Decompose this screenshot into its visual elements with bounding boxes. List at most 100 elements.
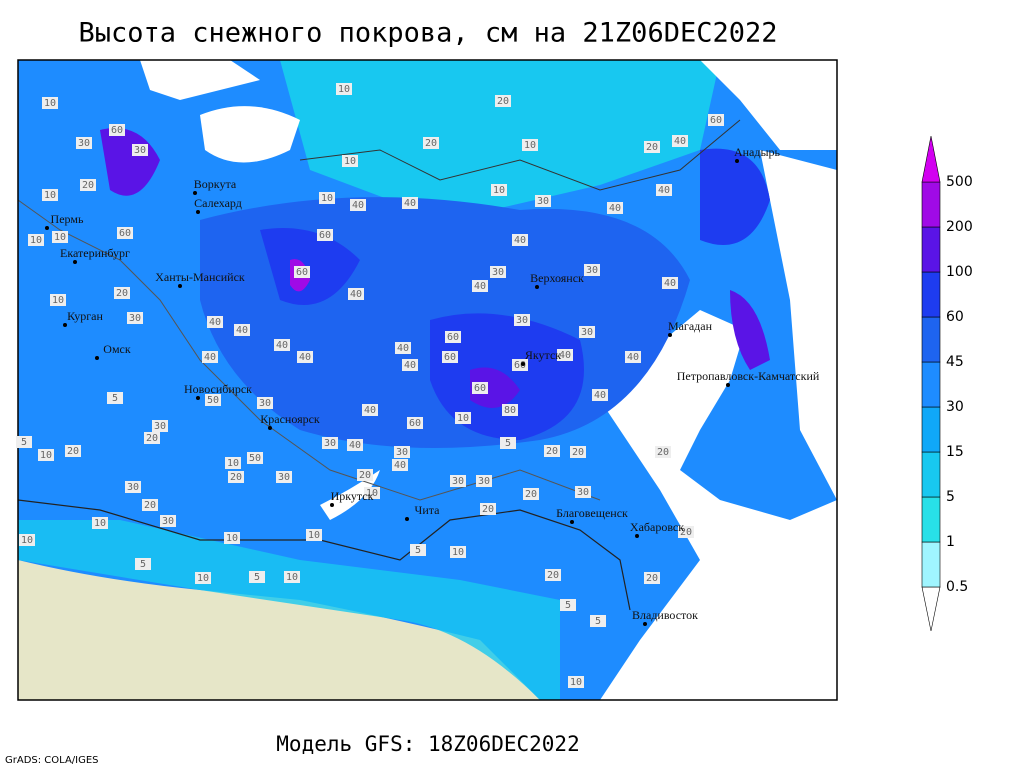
contour-label-box bbox=[142, 499, 158, 511]
contour-label-box bbox=[570, 446, 586, 458]
contour-label-box bbox=[579, 326, 595, 338]
contour-label: 40 bbox=[299, 352, 311, 363]
contour-label-box bbox=[476, 475, 492, 487]
contour-label: 30 bbox=[162, 516, 174, 527]
city-marker bbox=[95, 356, 99, 360]
contour-label: 40 bbox=[609, 203, 621, 214]
legend-label: 500 bbox=[946, 174, 973, 190]
city-label: Иркутск bbox=[331, 489, 374, 503]
contour-label-box bbox=[450, 475, 466, 487]
contour-label: 30 bbox=[537, 196, 549, 207]
city-marker bbox=[535, 285, 539, 289]
contour-label: 50 bbox=[207, 395, 219, 406]
contour-label-box bbox=[205, 394, 221, 406]
contour-label-box bbox=[495, 95, 511, 107]
contour-label-box bbox=[107, 392, 123, 404]
contour-label-box bbox=[28, 234, 44, 246]
contour-label-box bbox=[16, 436, 32, 448]
contour-label: 60 bbox=[409, 418, 421, 429]
contour-label-box bbox=[523, 488, 539, 500]
city-marker bbox=[635, 534, 639, 538]
legend-label: 100 bbox=[946, 264, 973, 280]
contour-label-box bbox=[80, 179, 96, 191]
contour-label: 10 bbox=[227, 458, 239, 469]
contour-label: 5 bbox=[254, 572, 260, 583]
legend-label: 0.5 bbox=[946, 579, 968, 595]
city-label: Курган bbox=[67, 309, 103, 323]
contour-label-box bbox=[125, 481, 141, 493]
contour-label-box bbox=[644, 572, 660, 584]
contour-label: 60 bbox=[474, 383, 486, 394]
contour-label: 20 bbox=[425, 138, 437, 149]
contour-label: 20 bbox=[646, 142, 658, 153]
contour-label-box bbox=[144, 432, 160, 444]
contour-label: 10 bbox=[30, 235, 42, 246]
contour-label: 40 bbox=[627, 352, 639, 363]
contour-label-box bbox=[348, 288, 364, 300]
contour-label: 10 bbox=[452, 547, 464, 558]
contour-label-box bbox=[202, 351, 218, 363]
contour-label-box bbox=[522, 139, 538, 151]
city-marker bbox=[268, 426, 272, 430]
city-marker bbox=[196, 396, 200, 400]
contour-label: 20 bbox=[230, 472, 242, 483]
contour-label-box bbox=[500, 437, 516, 449]
contour-label: 30 bbox=[452, 476, 464, 487]
contour-label-box bbox=[395, 342, 411, 354]
contour-label-box bbox=[575, 486, 591, 498]
legend-swatch bbox=[921, 135, 941, 183]
contour-label-box bbox=[512, 234, 528, 246]
contour-label: 20 bbox=[482, 504, 494, 515]
legend-label: 1 bbox=[946, 534, 955, 550]
contour-label: 40 bbox=[404, 198, 416, 209]
contour-label-box bbox=[590, 615, 606, 627]
contour-label: 40 bbox=[350, 289, 362, 300]
legend-label: 60 bbox=[946, 309, 964, 325]
contour-label: 30 bbox=[492, 267, 504, 278]
contour-label: 30 bbox=[154, 421, 166, 432]
city-label: Красноярск bbox=[260, 412, 320, 426]
contour-label: 30 bbox=[516, 315, 528, 326]
contour-label: 30 bbox=[129, 313, 141, 324]
contour-label: 5 bbox=[565, 600, 571, 611]
contour-label: 40 bbox=[349, 440, 361, 451]
contour-label: 20 bbox=[525, 489, 537, 500]
legend-label: 5 bbox=[946, 489, 955, 505]
contour-label-box bbox=[127, 312, 143, 324]
contour-label-box bbox=[160, 515, 176, 527]
contour-label: 5 bbox=[415, 545, 421, 556]
contour-label-box bbox=[472, 280, 488, 292]
contour-label: 20 bbox=[497, 96, 509, 107]
contour-label-box bbox=[132, 144, 148, 156]
contour-label: 20 bbox=[547, 570, 559, 581]
city-label: Якутск bbox=[525, 348, 561, 362]
city-label: Ханты-Мансийск bbox=[155, 270, 245, 284]
contour-label-box bbox=[445, 331, 461, 343]
city-marker bbox=[668, 333, 672, 337]
contour-label-box bbox=[297, 351, 313, 363]
contour-label-box bbox=[708, 114, 724, 126]
contour-label-box bbox=[402, 197, 418, 209]
contour-label-box bbox=[38, 449, 54, 461]
contour-label: 60 bbox=[296, 267, 308, 278]
contour-label-box bbox=[490, 266, 506, 278]
contour-label: 30 bbox=[127, 482, 139, 493]
contour-label: 10 bbox=[54, 232, 66, 243]
contour-label: 10 bbox=[457, 413, 469, 424]
legend-swatch bbox=[921, 406, 941, 453]
contour-label-box bbox=[568, 676, 584, 688]
contour-label-box bbox=[455, 412, 471, 424]
city-marker bbox=[196, 210, 200, 214]
city-marker bbox=[570, 520, 574, 524]
contour-label: 20 bbox=[359, 470, 371, 481]
city-label: Магадан bbox=[668, 319, 713, 333]
contour-label-box bbox=[678, 526, 694, 538]
contour-label-box bbox=[249, 571, 265, 583]
contour-label: 30 bbox=[278, 472, 290, 483]
contour-label-box bbox=[322, 437, 338, 449]
contour-label: 10 bbox=[94, 518, 106, 529]
city-label: Владивосток bbox=[632, 608, 698, 622]
contour-label: 20 bbox=[657, 447, 669, 458]
contour-label-box bbox=[195, 572, 211, 584]
